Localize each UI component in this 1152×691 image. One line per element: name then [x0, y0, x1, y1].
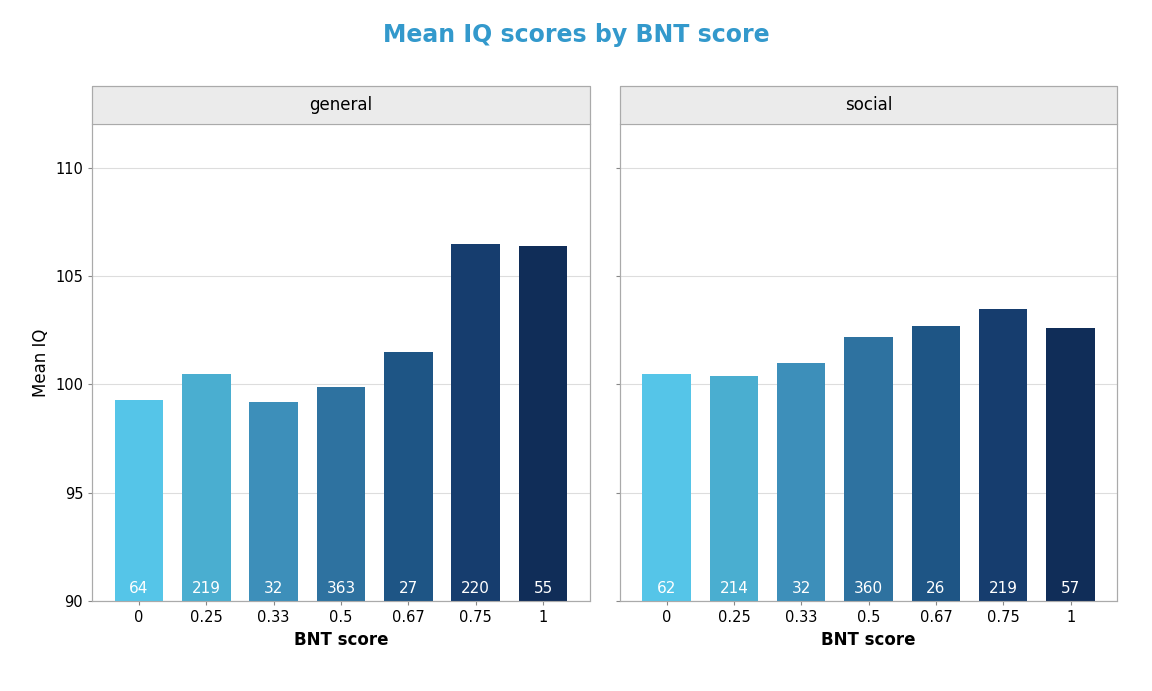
Y-axis label: Mean IQ: Mean IQ — [31, 329, 50, 397]
Bar — [452, 243, 500, 601]
Text: 32: 32 — [791, 580, 811, 596]
Text: Mean IQ scores by BNT score: Mean IQ scores by BNT score — [382, 23, 770, 46]
Bar — [250, 401, 298, 601]
Bar — [518, 246, 567, 601]
Text: 26: 26 — [926, 580, 946, 596]
Text: 220: 220 — [461, 580, 490, 596]
Bar — [384, 352, 433, 601]
Bar — [776, 363, 826, 601]
Bar — [979, 309, 1028, 601]
Bar — [710, 376, 758, 601]
Text: 219: 219 — [192, 580, 221, 596]
Text: general: general — [310, 96, 372, 115]
Text: 360: 360 — [854, 580, 884, 596]
Text: 214: 214 — [720, 580, 749, 596]
Bar — [844, 337, 893, 601]
Text: social: social — [844, 96, 893, 115]
Text: 32: 32 — [264, 580, 283, 596]
Bar — [115, 399, 164, 601]
Text: 363: 363 — [326, 580, 356, 596]
Bar — [317, 386, 365, 601]
Text: 62: 62 — [657, 580, 676, 596]
Text: 27: 27 — [399, 580, 418, 596]
Bar — [911, 326, 960, 601]
Text: 57: 57 — [1061, 580, 1081, 596]
Bar — [643, 374, 691, 601]
X-axis label: BNT score: BNT score — [294, 631, 388, 649]
X-axis label: BNT score: BNT score — [821, 631, 916, 649]
Text: 219: 219 — [988, 580, 1017, 596]
Bar — [1046, 328, 1094, 601]
Text: 64: 64 — [129, 580, 149, 596]
Text: 55: 55 — [533, 580, 553, 596]
Bar — [182, 374, 230, 601]
